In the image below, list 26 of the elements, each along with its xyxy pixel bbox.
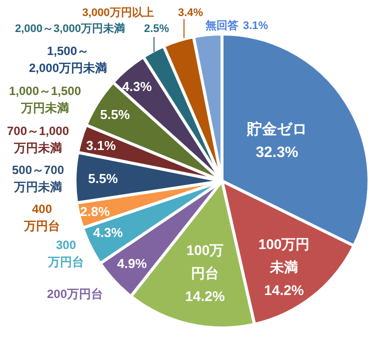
data-label: 14.2% bbox=[264, 282, 304, 298]
slice-label: 500～700万円未満 bbox=[12, 163, 64, 194]
slice-label: 200万円台 bbox=[46, 287, 104, 301]
slice-label: 300万円台 bbox=[47, 238, 84, 269]
slice-label: 1,500～2,000万円未満 bbox=[28, 44, 108, 75]
data-label: 2.5% bbox=[144, 23, 170, 35]
data-label: 4.3% bbox=[122, 79, 152, 94]
slice-label: 貯金ゼロ bbox=[246, 121, 307, 138]
data-label: 3.4% bbox=[178, 7, 204, 19]
data-label: 3.1% bbox=[86, 138, 116, 153]
slice-label: 100万円未満 bbox=[258, 236, 310, 275]
slice-label: 700～1,000万円未満 bbox=[6, 124, 70, 155]
data-label: 2.8% bbox=[80, 204, 110, 219]
data-label: 3.1% bbox=[243, 20, 268, 32]
data-label: 4.9% bbox=[117, 256, 148, 271]
data-label: 14.2% bbox=[185, 288, 226, 304]
data-label: 4.3% bbox=[93, 225, 124, 240]
data-label: 32.3% bbox=[256, 144, 298, 161]
data-label: 5.5% bbox=[100, 107, 130, 122]
data-label: 5.5% bbox=[88, 171, 118, 186]
slice-label: 400万円台 bbox=[23, 202, 60, 233]
slice-label: 2,000～3,000万円未満 bbox=[14, 22, 126, 35]
slice-label: 無回答 bbox=[204, 19, 240, 32]
slice-label: 1,000～1,500万円未満 bbox=[8, 84, 82, 115]
slice-label: 3,000万円以上 bbox=[82, 6, 154, 19]
slice-label: 100万円台 bbox=[186, 242, 224, 281]
